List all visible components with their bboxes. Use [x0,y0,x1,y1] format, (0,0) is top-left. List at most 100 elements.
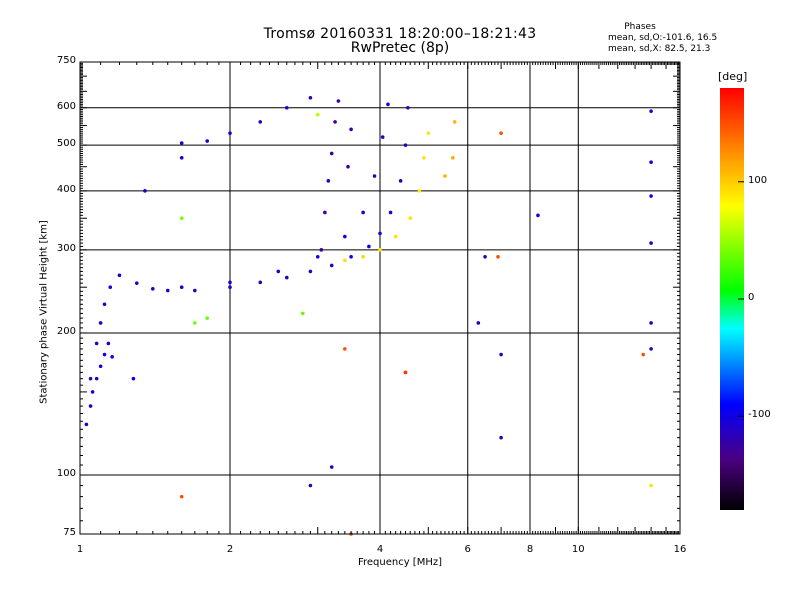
data-point [649,109,653,113]
data-point [98,364,103,369]
data-point [193,288,197,293]
data-point [386,102,390,107]
data-point [329,263,334,268]
legend-o-mode-stats: mean, sd,O:-101.6, 16.5 [608,33,718,43]
data-point [499,131,503,135]
data-point [649,160,653,165]
data-point [403,370,408,375]
y-tick-label: 500 [56,138,76,150]
data-point [88,404,93,408]
x-tick-label: 1 [76,544,84,555]
data-point [349,127,353,132]
data-point [346,164,350,169]
data-point [179,141,184,145]
data-point [84,422,89,427]
data-point [329,465,334,469]
data-point [393,234,398,239]
data-point [333,120,337,124]
data-point [193,321,197,325]
x-tick-label: 8 [526,544,534,555]
data-point [151,287,155,291]
data-point [315,254,320,259]
data-point [452,120,457,124]
data-point [483,254,487,259]
data-point [276,269,281,274]
data-point [258,120,263,124]
data-point [536,213,540,218]
data-point [343,258,347,263]
x-tick-label: 6 [464,544,471,555]
data-point [205,139,209,143]
data-point [308,95,313,100]
data-point [451,155,455,160]
data-point [131,376,136,381]
y-tick-label: 750 [56,55,76,66]
y-tick-label: 200 [56,325,76,337]
y-tick-label: 600 [56,100,76,112]
data-point [134,281,139,285]
data-point [336,99,341,103]
data-point [343,234,347,239]
y-tick-label: 400 [56,183,76,195]
data-point [110,355,114,359]
y-tick-label: 75 [63,527,76,538]
data-point [94,376,99,381]
x-tick-label: 16 [673,544,687,555]
data-point [90,390,95,394]
data-point [426,131,431,135]
data-point [372,174,377,178]
data-points [84,95,653,536]
data-point [323,210,327,215]
data-point [102,302,107,307]
data-point [228,280,232,285]
data-point [179,216,184,221]
data-point [343,347,347,351]
data-point [443,174,447,178]
data-point [102,352,107,357]
colorbar-unit: [deg] [718,70,748,83]
x-tick-label: 2 [226,544,234,555]
data-point [398,179,403,183]
data-point [380,135,385,139]
data-point [403,143,408,147]
data-point [205,316,209,320]
data-point [496,254,500,259]
data-point [361,254,365,259]
data-point [106,341,111,346]
data-point [308,483,313,488]
legend-x-mode-stats: mean, sd,X: 82.5, 21.3 [608,44,711,54]
data-point [329,151,334,156]
data-point [476,321,481,325]
data-point [326,179,331,183]
colorbar-ticks [738,181,744,417]
data-point [649,347,653,351]
x-tick-label: 10 [571,544,585,555]
data-point [228,131,232,135]
colorbar-tick-label: 0 [748,292,755,303]
data-point [165,288,170,293]
y-axis-label: Stationary phase Virtual Height [km] [38,220,50,404]
data-point [641,352,646,357]
x-axis-label: Frequency [MHz] [357,557,443,568]
data-point [408,216,413,221]
data-point [228,285,232,290]
chart-title: Tromsø 20160331 18:20:00–18:21:43 [263,26,537,42]
chart-subtitle: RwPretec (8p) [350,40,450,56]
data-point [388,210,393,215]
data-point [179,285,184,290]
y-tick-label: 100 [56,468,76,480]
data-point [417,189,422,193]
data-point [284,105,289,110]
data-point [179,155,184,160]
data-point [499,435,503,440]
data-point [499,352,503,357]
data-point [649,241,653,245]
data-point [258,280,263,285]
data-point [406,105,410,110]
data-point [108,285,113,290]
data-point [301,311,305,316]
x-axis-ticks [79,62,681,534]
data-point [367,244,371,249]
data-point [649,194,653,198]
